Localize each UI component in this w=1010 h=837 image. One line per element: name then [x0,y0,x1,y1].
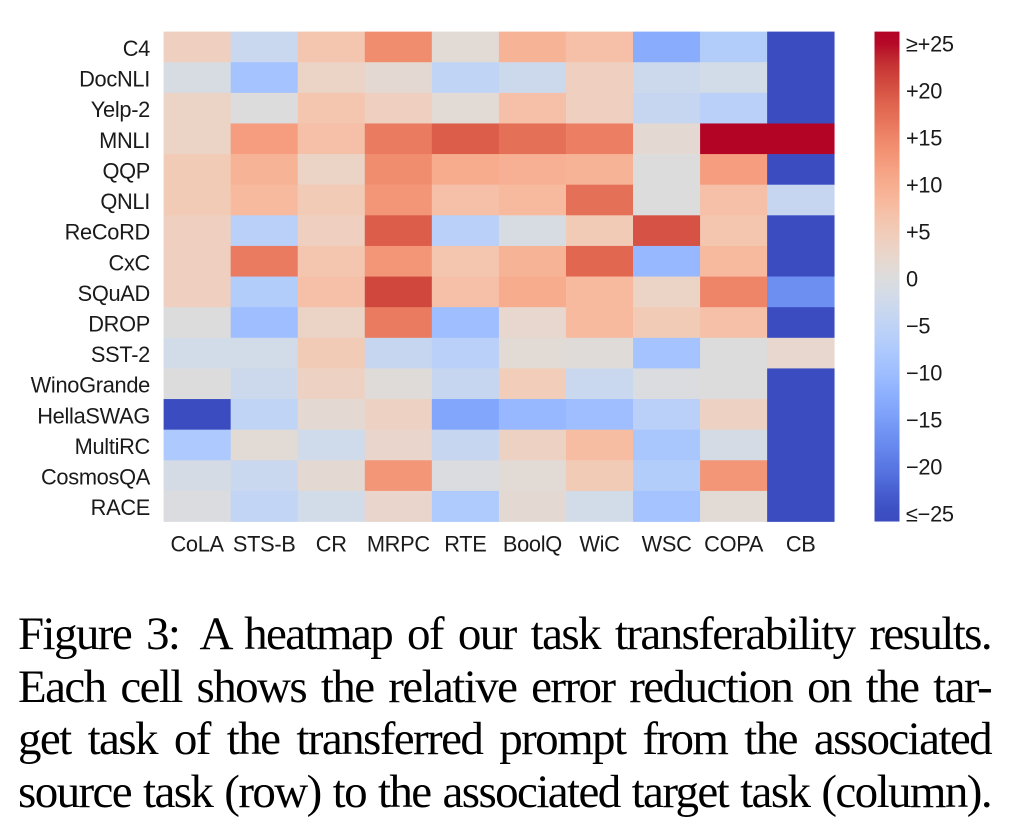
svg-text:RACE: RACE [91,495,150,520]
svg-text:CosmosQA: CosmosQA [41,465,151,490]
svg-text:−20: −20 [906,455,942,480]
svg-text:+5: +5 [906,220,930,245]
svg-text:STS-B: STS-B [233,532,296,557]
svg-text:−5: −5 [906,314,930,339]
svg-text:ReCoRD: ReCoRD [65,220,150,245]
svg-text:DocNLI: DocNLI [79,67,150,92]
svg-text:SST-2: SST-2 [91,342,150,367]
svg-text:DROP: DROP [88,311,150,336]
svg-text:≥+25: ≥+25 [906,32,954,57]
svg-text:HellaSWAG: HellaSWAG [37,403,150,428]
svg-text:C4: C4 [123,36,150,61]
svg-text:CR: CR [316,532,347,557]
svg-text:+20: +20 [906,79,942,104]
svg-text:SQuAD: SQuAD [78,281,150,306]
svg-text:−10: −10 [906,361,942,386]
svg-text:−15: −15 [906,408,942,433]
svg-text:BoolQ: BoolQ [503,532,562,557]
svg-text:QQP: QQP [102,158,150,183]
svg-text:WinoGrande: WinoGrande [31,373,151,398]
svg-text:CoLA: CoLA [170,532,224,557]
svg-text:RTE: RTE [444,532,486,557]
svg-text:0: 0 [906,267,918,292]
svg-text:WSC: WSC [642,532,692,557]
svg-text:MultiRC: MultiRC [75,434,150,459]
svg-text:MNLI: MNLI [99,128,150,153]
svg-text:CxC: CxC [109,250,150,275]
svg-text:MRPC: MRPC [367,532,430,557]
svg-text:COPA: COPA [704,532,764,557]
svg-text:QNLI: QNLI [100,189,150,214]
svg-text:WiC: WiC [579,532,619,557]
svg-text:Yelp-2: Yelp-2 [91,97,150,122]
svg-text:+15: +15 [906,126,942,151]
svg-text:CB: CB [786,532,816,557]
svg-text:≤−25: ≤−25 [906,502,954,527]
svg-text:+10: +10 [906,173,942,198]
